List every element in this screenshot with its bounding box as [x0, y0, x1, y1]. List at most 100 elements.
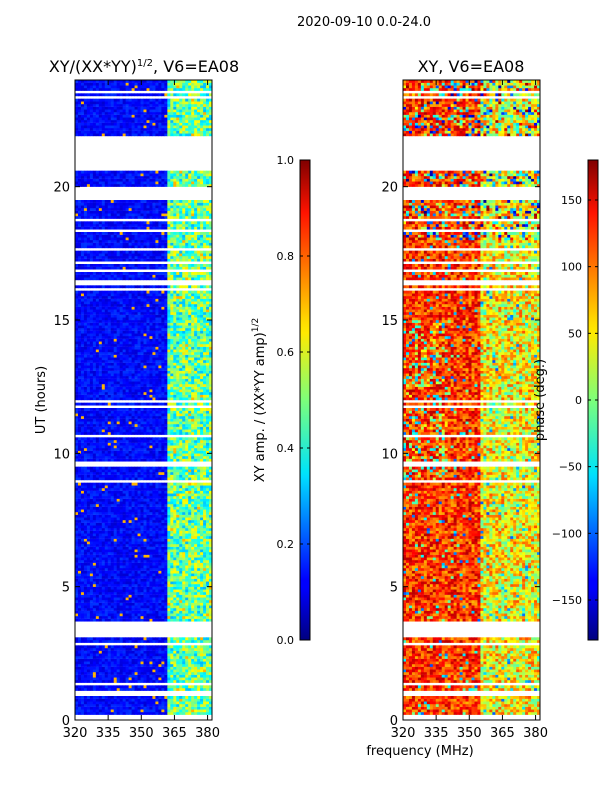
heatmap-cell	[197, 514, 201, 518]
heatmap-cell	[191, 541, 195, 545]
heatmap-cell	[128, 674, 132, 678]
heatmap-cell	[75, 712, 79, 715]
heatmap-cell	[158, 506, 162, 510]
heatmap-cell	[173, 397, 177, 401]
heatmap-cell	[194, 570, 198, 574]
heatmap-cell	[209, 552, 212, 555]
heatmap-cell	[98, 661, 103, 665]
heatmap-cell	[188, 640, 192, 643]
heatmap-cell	[107, 669, 112, 673]
heatmap-cell	[128, 557, 132, 561]
heatmap-cell	[149, 616, 153, 619]
heatmap-cell	[179, 565, 183, 569]
heatmap-cell	[167, 677, 171, 681]
heatmap-cell	[116, 506, 121, 510]
heatmap-cell	[143, 573, 147, 577]
heatmap-cell	[191, 472, 195, 475]
heatmap-cell	[140, 426, 144, 430]
heatmap-cell	[125, 648, 130, 651]
heatmap-cell	[203, 565, 207, 569]
heatmap-cell	[125, 493, 130, 497]
heatmap-cell	[113, 389, 118, 393]
heatmap-cell	[80, 541, 85, 545]
heatmap-cell	[170, 653, 174, 657]
heatmap-cell	[113, 437, 118, 441]
heatmap-cell	[164, 477, 168, 481]
heatmap-cell	[80, 496, 85, 499]
heatmap-cell	[185, 544, 189, 547]
heatmap-cell	[188, 501, 192, 505]
heatmap-cell	[80, 666, 85, 670]
heatmap-cell	[206, 397, 210, 401]
heatmap-cell	[125, 666, 130, 670]
heatmap-cell	[206, 426, 210, 430]
heatmap-cell	[194, 650, 198, 654]
heatmap-cell	[167, 605, 171, 609]
heatmap-cell	[179, 698, 183, 702]
heatmap-cell	[200, 408, 204, 411]
heatmap-cell	[107, 528, 112, 531]
heatmap-cell	[143, 496, 147, 499]
heatmap-cell	[188, 530, 192, 534]
heatmap-cell	[116, 474, 121, 478]
heatmap-cell	[122, 392, 127, 395]
heatmap-cell	[209, 493, 212, 497]
heatmap-cell	[107, 701, 112, 705]
heatmap-cell	[137, 458, 141, 462]
heatmap-cell	[119, 549, 124, 553]
heatmap-cell	[185, 512, 189, 515]
heatmap-cell	[104, 498, 109, 502]
heatmap-cell	[134, 565, 138, 569]
heatmap-cell	[164, 576, 168, 579]
heatmap-cell	[140, 672, 144, 675]
heatmap-cell	[182, 544, 186, 547]
heatmap-cell	[191, 613, 195, 617]
heatmap-cell	[134, 458, 138, 462]
heatmap-cell	[191, 448, 195, 451]
heatmap-cell	[206, 661, 210, 665]
heatmap-cell	[89, 698, 94, 702]
heatmap-cell	[155, 586, 159, 590]
heatmap-cell	[197, 504, 201, 507]
heatmap-cell	[134, 640, 138, 643]
heatmap-cell	[179, 664, 183, 667]
heatmap-cell	[80, 613, 85, 617]
heatmap-cell	[152, 530, 156, 534]
heatmap-cell	[143, 514, 147, 518]
heatmap-cell	[176, 544, 180, 547]
heatmap-cell	[83, 456, 88, 459]
heatmap-cell	[122, 597, 127, 601]
heatmap-cell	[122, 424, 127, 427]
heatmap-cell	[188, 528, 192, 531]
heatmap-cell	[107, 504, 112, 507]
heatmap-cell	[95, 605, 100, 609]
heatmap-cell	[197, 674, 201, 678]
heatmap-cell	[83, 498, 88, 502]
heatmap-cell	[140, 549, 144, 553]
heatmap-cell	[173, 490, 177, 494]
heatmap-cell	[179, 573, 183, 577]
heatmap-cell	[98, 645, 103, 649]
heatmap-cell	[149, 648, 153, 651]
heatmap-cell	[116, 437, 121, 441]
heatmap-cell	[86, 482, 91, 486]
heatmap-cell	[191, 589, 195, 593]
heatmap-cell	[173, 440, 177, 443]
heatmap-cell	[206, 701, 210, 705]
heatmap-cell	[134, 570, 138, 574]
heatmap-cell	[101, 533, 106, 537]
heatmap-cell	[95, 533, 100, 537]
heatmap-cell	[167, 482, 171, 486]
heatmap-cell	[200, 637, 204, 641]
heatmap-cell	[80, 544, 85, 547]
heatmap-cell	[95, 701, 100, 705]
heatmap-cell	[86, 602, 91, 606]
heatmap-cell	[140, 661, 144, 665]
heatmap-cell	[173, 592, 177, 595]
heatmap-cell	[182, 677, 186, 681]
heatmap-cell	[92, 429, 97, 433]
heatmap-cell	[95, 536, 100, 539]
heatmap-cell	[143, 408, 147, 411]
heatmap-cell	[188, 416, 192, 419]
heatmap-cell	[173, 442, 177, 446]
